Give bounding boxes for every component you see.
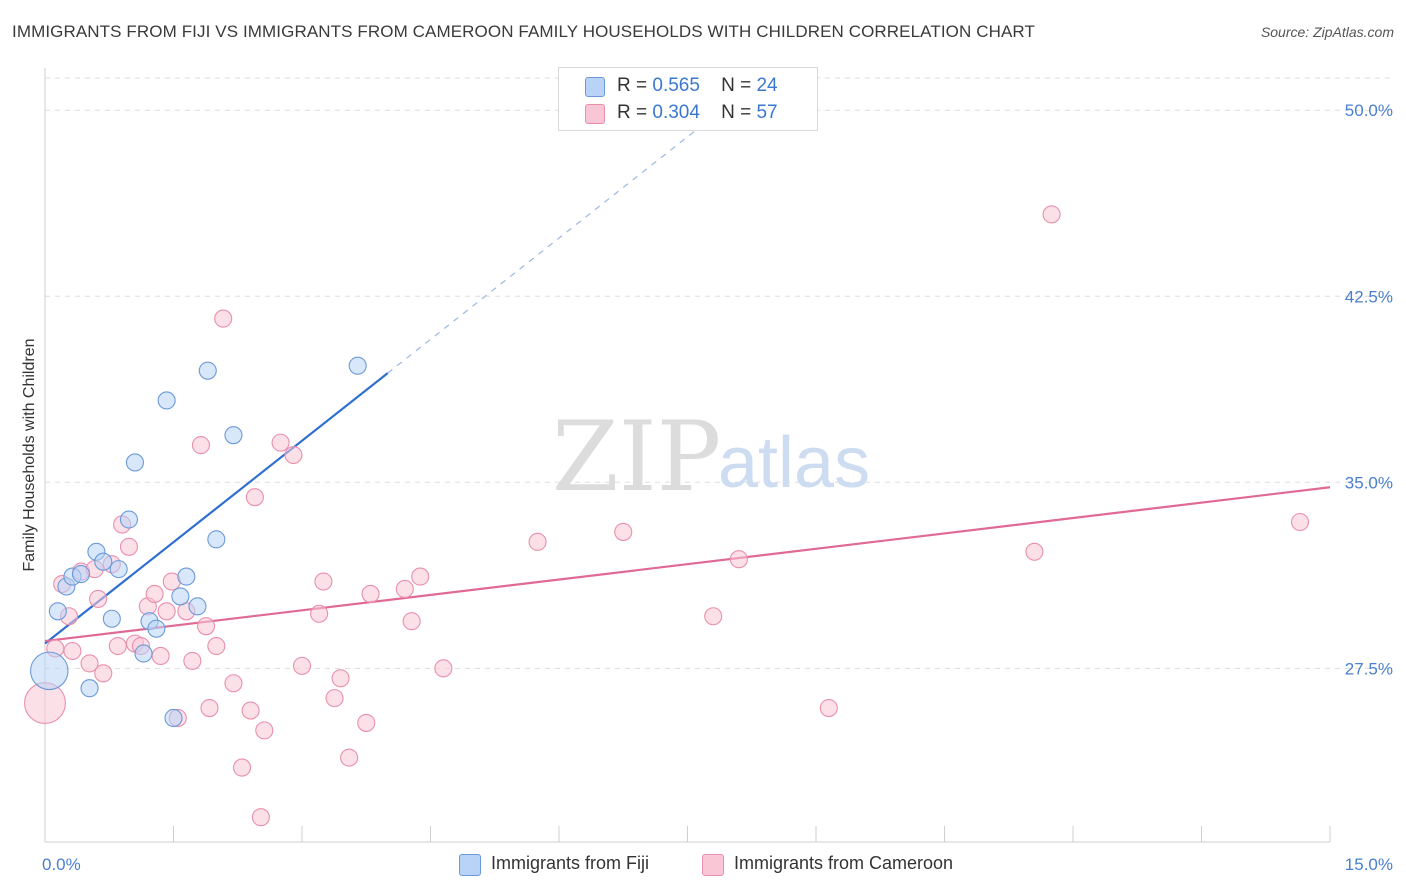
cameroon-point — [292, 656, 312, 675]
fiji-point — [48, 602, 67, 621]
cameroon-point — [241, 701, 260, 720]
fiji-point — [164, 708, 183, 728]
fiji-point — [157, 391, 176, 410]
fiji-point — [134, 644, 153, 663]
cameroon-point — [271, 433, 290, 452]
fiji-point — [147, 619, 166, 638]
fiji-point — [207, 530, 226, 549]
cameroon-point — [214, 309, 233, 328]
tick-labels: 27.5% 35.0% 42.5% 50.0% 0.0% 15.0% — [42, 101, 1393, 874]
y-tick-label: 35.0% — [1345, 473, 1393, 492]
fiji-point — [30, 651, 69, 691]
fiji-point — [102, 609, 121, 628]
cameroon-point — [331, 669, 350, 688]
cameroon-point — [325, 689, 344, 708]
legend-r-value-cameroon: 0.304 — [652, 102, 700, 123]
cameroon-point — [94, 664, 113, 683]
bottom-legend-swatch-fiji — [459, 854, 481, 876]
legend-r-label-cameroon: R = — [617, 102, 648, 123]
fiji-point — [171, 587, 190, 606]
fiji-point — [177, 567, 196, 586]
chart-title: IMMIGRANTS FROM FIJI VS IMMIGRANTS FROM … — [12, 22, 1035, 41]
legend-n-label-fiji: N = — [721, 75, 752, 96]
legend-n-label-cameroon: N = — [721, 102, 752, 123]
fiji-trend-extension — [387, 129, 697, 374]
cameroon-point — [232, 758, 252, 777]
bottom-legend-swatch-cameroon — [702, 854, 724, 876]
watermark-zip: ZIP — [552, 401, 721, 513]
fiji-point — [119, 510, 139, 529]
x-tick-label: 0.0% — [42, 855, 81, 874]
cameroon-point — [402, 612, 421, 631]
legend: R = 0.565 N = 24 R = 0.304 N = 57 — [558, 67, 818, 131]
fiji-point — [109, 560, 128, 579]
cameroon-point — [151, 646, 170, 666]
bottom-legend-label-fiji: Immigrants from Fiji — [491, 853, 650, 873]
cameroon-point — [207, 636, 226, 656]
cameroon-point — [314, 572, 333, 591]
cameroon-point — [340, 748, 359, 767]
data-points — [24, 205, 1310, 827]
cameroon-point — [183, 651, 202, 670]
legend-swatch-cameroon — [585, 104, 605, 124]
legend-text-cameroon: R = 0.304 N = 57 — [617, 102, 778, 124]
cameroon-point — [819, 698, 838, 718]
cameroon-point — [528, 532, 547, 551]
cameroon-point — [729, 550, 748, 569]
y-tick-label: 27.5% — [1345, 659, 1393, 678]
legend-r-label-fiji: R = — [617, 75, 648, 96]
cameroon-point — [704, 607, 723, 626]
cameroon-point — [224, 674, 243, 693]
fiji-point — [348, 356, 367, 375]
cameroon-point — [108, 636, 127, 656]
cameroon-point — [251, 808, 270, 827]
cameroon-point — [200, 698, 219, 718]
cameroon-point — [357, 713, 376, 732]
cameroon-point — [1025, 542, 1044, 561]
y-axis-title: Family Households with Children — [21, 339, 38, 572]
fiji-point — [71, 565, 91, 584]
fiji-point — [188, 597, 207, 616]
cameroon-point — [145, 584, 164, 603]
cameroon-point — [1290, 512, 1310, 532]
legend-swatch-fiji — [585, 77, 605, 97]
watermark-atlas: atlas — [718, 423, 870, 503]
fiji-point — [80, 679, 99, 698]
cameroon-point — [1042, 205, 1061, 224]
bottom-legend-label-cameroon: Immigrants from Cameroon — [734, 853, 954, 873]
cameroon-point — [191, 436, 210, 455]
fiji-point — [94, 552, 113, 571]
cameroon-point — [614, 522, 633, 541]
legend-n-value-cameroon: 57 — [756, 102, 778, 123]
source-label: Source: ZipAtlas.com — [1260, 24, 1394, 40]
cameroon-point — [395, 579, 414, 599]
cameroon-point — [245, 488, 264, 507]
trend-lines — [44, 129, 1331, 645]
cameroon-point — [157, 602, 176, 621]
cameroon-trend-line — [44, 486, 1331, 643]
fiji-point — [224, 426, 243, 445]
y-tick-label: 50.0% — [1345, 101, 1393, 120]
cameroon-point — [255, 721, 274, 740]
cameroon-point — [434, 659, 453, 678]
cameroon-point — [310, 604, 329, 623]
cameroon-point — [119, 537, 139, 556]
legend-r-value-fiji: 0.565 — [652, 75, 700, 96]
cameroon-point — [63, 641, 82, 661]
cameroon-point — [89, 589, 108, 608]
cameroon-point — [361, 584, 380, 603]
fiji-point — [125, 453, 144, 472]
cameroon-point — [411, 567, 430, 586]
cameroon-point — [197, 617, 216, 636]
grid — [45, 77, 1392, 669]
legend-text-fiji: R = 0.565 N = 24 — [617, 75, 778, 97]
y-tick-label: 42.5% — [1345, 287, 1393, 306]
cameroon-point — [284, 445, 303, 465]
watermark: ZIP atlas — [552, 401, 870, 513]
cameroon-point — [80, 654, 99, 673]
legend-n-value-fiji: 24 — [756, 75, 778, 96]
fiji-point — [198, 361, 217, 380]
x-tick-label: 15.0% — [1345, 855, 1393, 874]
